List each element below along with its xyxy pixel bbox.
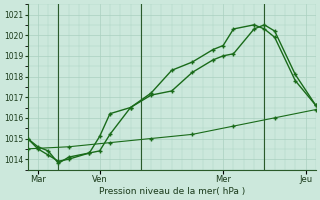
X-axis label: Pression niveau de la mer( hPa ): Pression niveau de la mer( hPa ) xyxy=(99,187,245,196)
